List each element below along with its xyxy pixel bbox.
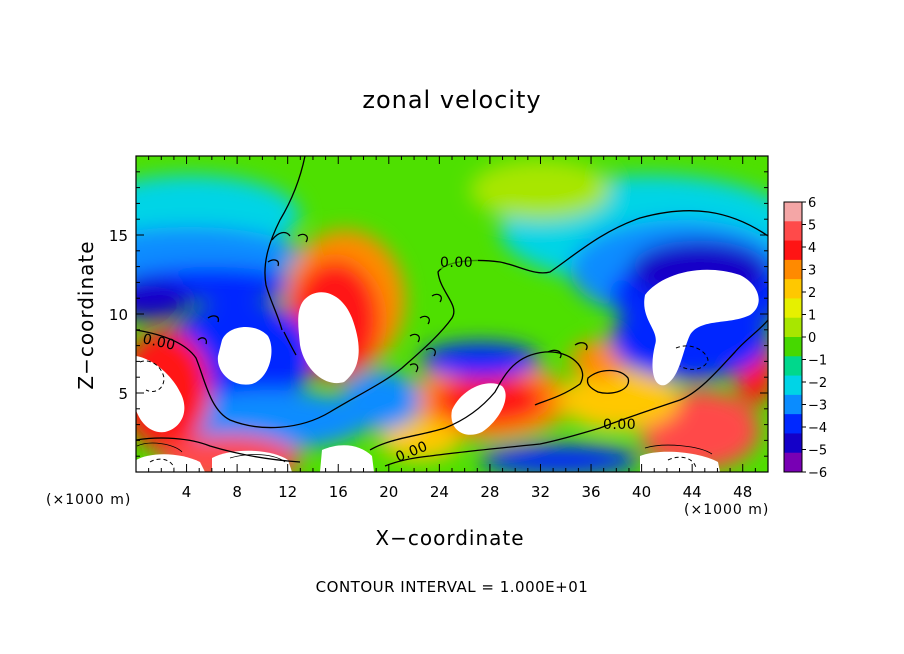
x-tick-label: 24 — [430, 483, 449, 501]
x-tick-label: 4 — [182, 483, 192, 501]
colorbar-tick-label: −4 — [808, 421, 827, 436]
colorbar-tick-label: 5 — [808, 219, 816, 234]
axis-ticks — [136, 156, 768, 472]
colorbar-swatch — [784, 202, 802, 222]
colorbar-swatch — [784, 452, 802, 473]
y-tick-label: 15 — [109, 227, 128, 245]
colorbar-tick-label: −3 — [808, 399, 827, 414]
chart-title: zonal velocity — [362, 86, 542, 114]
thin-contours — [136, 442, 713, 463]
colorbar-swatch — [784, 279, 802, 299]
x-tick-label: 40 — [632, 483, 651, 501]
contour-label: 0.00 — [141, 331, 177, 354]
x-axis-label: X−coordinate — [375, 526, 525, 550]
colorbar-swatch — [784, 414, 802, 434]
colorbar-tick-label: 3 — [808, 264, 816, 279]
colorbar-tick-label: 1 — [808, 309, 816, 324]
colorbar-tick-label: −1 — [808, 354, 827, 369]
y-tick-label: 10 — [109, 306, 128, 324]
colorbar-swatch — [784, 337, 802, 357]
colorbar-swatch — [784, 259, 802, 280]
colorbar-swatch — [784, 298, 802, 319]
y-unit-label: (×1000 m) — [46, 492, 132, 508]
x-tick-label: 8 — [232, 483, 242, 501]
colorbar-tick-label: 2 — [808, 286, 816, 301]
contour-interval-note: CONTOUR INTERVAL = 1.000E+01 — [315, 578, 589, 596]
colorbar-tick-label: 4 — [808, 241, 816, 256]
contour-lines — [136, 156, 768, 467]
colorbar-tick-label: −5 — [808, 444, 827, 459]
velocity-field: 0.00 0.00 0.00 0.00 — [136, 156, 768, 472]
x-tick-label: 48 — [733, 483, 752, 501]
y-axis-label: Z−coordinate — [74, 240, 98, 390]
colorbar-swatch — [784, 375, 802, 396]
colorbar: 6 5 4 3 2 1 0 −1 −2 −3 −4 −5 −6 — [783, 196, 827, 481]
x-tick-label: 44 — [683, 483, 702, 501]
x-tick-label: 20 — [379, 483, 398, 501]
y-tick-label: 5 — [118, 385, 128, 403]
x-tick-label: 12 — [278, 483, 297, 501]
colorbar-swatch — [784, 240, 802, 261]
colorbar-swatch — [784, 356, 802, 377]
colorbar-swatch — [784, 221, 802, 242]
colorbar-swatch — [784, 317, 802, 338]
x-tick-label: 16 — [329, 483, 348, 501]
colorbar-tick-label: −6 — [808, 466, 827, 481]
colorbar-tick-label: 6 — [808, 196, 816, 211]
x-tick-label: 32 — [531, 483, 550, 501]
colorbar-swatch — [784, 433, 802, 454]
x-unit-label: (×1000 m) — [684, 502, 770, 518]
contour-label: 0.00 — [440, 255, 473, 271]
x-tick-label: 28 — [480, 483, 499, 501]
x-tick-label: 36 — [581, 483, 600, 501]
contour-label: 0.00 — [603, 417, 636, 433]
colorbar-tick-label: 0 — [808, 331, 816, 346]
dashed-contours — [139, 345, 709, 469]
colorbar-tick-label: −2 — [808, 376, 827, 391]
colorbar-swatch — [784, 394, 802, 415]
